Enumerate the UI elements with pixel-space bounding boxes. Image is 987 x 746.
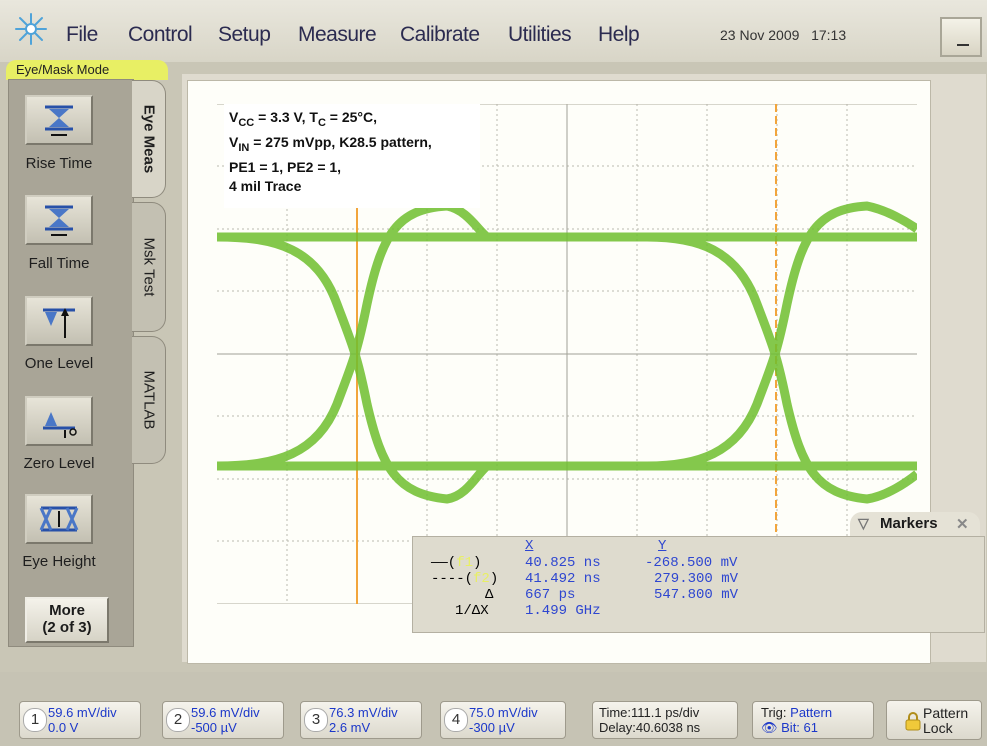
- markers-panel: X Y ——(f1) 40.825 ns -268.500 mV ----(f2…: [412, 536, 985, 633]
- timebase-scale: Time:111.1 ps/div: [599, 705, 700, 720]
- time-text: 17:13: [811, 27, 847, 43]
- eye-height-label: Eye Height: [22, 553, 96, 570]
- one-level-icon: [43, 308, 75, 338]
- annot-line1: VCC = 3.3 V, TC = 25°C,: [229, 109, 378, 129]
- minimize-icon: [957, 44, 969, 46]
- trigger-bit: Bit: 61: [781, 720, 818, 735]
- tab-msk-test[interactable]: Msk Test: [132, 202, 166, 332]
- rise-time-icon: [45, 105, 73, 136]
- channel-1-offset: 0.0 V: [48, 720, 79, 735]
- menu-setup[interactable]: Setup: [218, 23, 271, 46]
- rise-time-button[interactable]: [25, 95, 93, 145]
- channel-4-box[interactable]: 4 75.0 mV/div -300 µV: [440, 701, 566, 739]
- trigger-source: Pattern: [790, 705, 833, 720]
- channel-2-number: 2: [166, 708, 190, 732]
- marker-1-y: -268.500 mV: [645, 555, 738, 571]
- channel-2-scale: 59.6 mV/div: [191, 705, 260, 720]
- app-logo-icon: [15, 13, 47, 45]
- marker-2-x: 41.492 ns: [525, 571, 601, 587]
- close-icon[interactable]: ✕: [956, 516, 969, 533]
- zero-level-icon: [43, 412, 77, 438]
- tab-msk-test-label: Msk Test: [140, 237, 157, 297]
- marker-1-id: f1: [456, 555, 474, 571]
- channel-3-number: 3: [304, 708, 328, 732]
- channel-3-box[interactable]: 3 76.3 mV/div 2.6 mV: [300, 701, 422, 739]
- graticule-axes: [217, 104, 917, 604]
- menu-help[interactable]: Help: [598, 23, 640, 46]
- tab-matlab[interactable]: MATLAB: [132, 336, 166, 464]
- trigger-label: Trig:: [761, 705, 787, 720]
- pattern-lock-button[interactable]: Pattern Lock: [886, 700, 982, 740]
- test-conditions-annotation: VCC = 3.3 V, TC = 25°C, VIN = 275 mVpp, …: [224, 104, 480, 208]
- markers-y-header: Y: [658, 538, 667, 554]
- markers-title: Markers: [880, 515, 938, 532]
- channel-1-box[interactable]: 1 59.6 mV/div 0.0 V: [19, 701, 141, 739]
- rise-time-label: Rise Time: [25, 155, 93, 172]
- menu-calibrate[interactable]: Calibrate: [400, 23, 480, 46]
- one-level-label: One Level: [24, 355, 94, 372]
- markers-x-header: X: [525, 538, 534, 554]
- annot-line3: PE1 = 1, PE2 = 1,: [229, 158, 342, 175]
- timebase-delay: Delay:40.6038 ns: [599, 720, 701, 735]
- fall-time-label: Fall Time: [28, 255, 90, 272]
- trigger-bit-row: 👁 Bit: 61: [761, 720, 818, 736]
- trigger-label-row: Trig: Pattern: [761, 705, 832, 720]
- pattern-lock-line2: Lock: [923, 720, 953, 736]
- markers-title-tab[interactable]: ▽ Markers ✕: [850, 512, 980, 538]
- zero-level-label: Zero Level: [23, 455, 95, 472]
- timebase-box[interactable]: Time:111.1 ps/div Delay:40.6038 ns: [592, 701, 738, 739]
- fall-time-button[interactable]: [25, 195, 93, 245]
- fall-time-icon: [45, 205, 73, 236]
- one-level-button[interactable]: [25, 296, 93, 346]
- menu-measure[interactable]: Measure: [298, 23, 377, 46]
- mode-label: Eye/Mask Mode: [6, 60, 168, 80]
- eye-height-icon: [39, 506, 79, 532]
- measurement-toolbar: [8, 79, 134, 647]
- inverse-delta-x: 1.499 GHz: [525, 603, 601, 619]
- channel-2-offset: -500 µV: [191, 720, 237, 735]
- tab-matlab-label: MATLAB: [140, 370, 157, 430]
- channel-3-offset: 2.6 mV: [329, 720, 371, 735]
- marker-2-id: f2: [473, 571, 490, 587]
- channel-3-scale: 76.3 mV/div: [329, 705, 398, 720]
- delta-y: 547.800 mV: [654, 587, 739, 603]
- menu-bar: File Control Setup Measure Calibrate Uti…: [0, 0, 987, 62]
- delta-x: 667 ps: [525, 587, 576, 603]
- pattern-lock-line1: Pattern: [923, 705, 969, 721]
- chevron-down-icon[interactable]: ▽: [858, 515, 869, 531]
- channel-1-scale: 59.6 mV/div: [48, 705, 117, 720]
- tab-eye-meas-label: Eye Meas: [140, 104, 157, 174]
- eye-icon: 👁: [761, 720, 778, 735]
- menu-control[interactable]: Control: [128, 23, 193, 46]
- more-button[interactable]: More (2 of 3): [25, 597, 109, 643]
- more-line1: More: [49, 602, 85, 619]
- lock-icon: [905, 712, 921, 731]
- marker-row-1: ——(f1): [431, 555, 482, 571]
- channel-4-number: 4: [444, 708, 468, 732]
- minimize-button[interactable]: [940, 17, 982, 57]
- inverse-delta-label: 1/ΔX: [455, 603, 489, 619]
- channel-4-offset: -300 µV: [469, 720, 515, 735]
- tab-eye-meas[interactable]: Eye Meas: [132, 80, 166, 198]
- trigger-box[interactable]: Trig: Pattern 👁 Bit: 61: [752, 701, 874, 739]
- channel-2-box[interactable]: 2 59.6 mV/div -500 µV: [162, 701, 284, 739]
- more-line2: (2 of 3): [42, 619, 92, 636]
- channel-1-number: 1: [23, 708, 47, 732]
- eye-height-button[interactable]: [25, 494, 93, 544]
- marker-1-x: 40.825 ns: [525, 555, 601, 571]
- menu-file[interactable]: File: [66, 23, 98, 46]
- menu-utilities[interactable]: Utilities: [508, 23, 572, 46]
- annot-line2: VIN = 275 mVpp, K28.5 pattern,: [229, 133, 432, 154]
- date-text: 23 Nov 2009: [720, 27, 800, 43]
- marker-2-y: 279.300 mV: [654, 571, 739, 587]
- channel-4-scale: 75.0 mV/div: [469, 705, 538, 720]
- zero-level-button[interactable]: [25, 396, 93, 446]
- annot-line4: 4 mil Trace: [229, 177, 302, 194]
- date-time: 23 Nov 2009 17:13: [720, 27, 846, 43]
- delta-label: Δ: [485, 587, 494, 603]
- marker-row-2: ----(f2): [431, 571, 499, 587]
